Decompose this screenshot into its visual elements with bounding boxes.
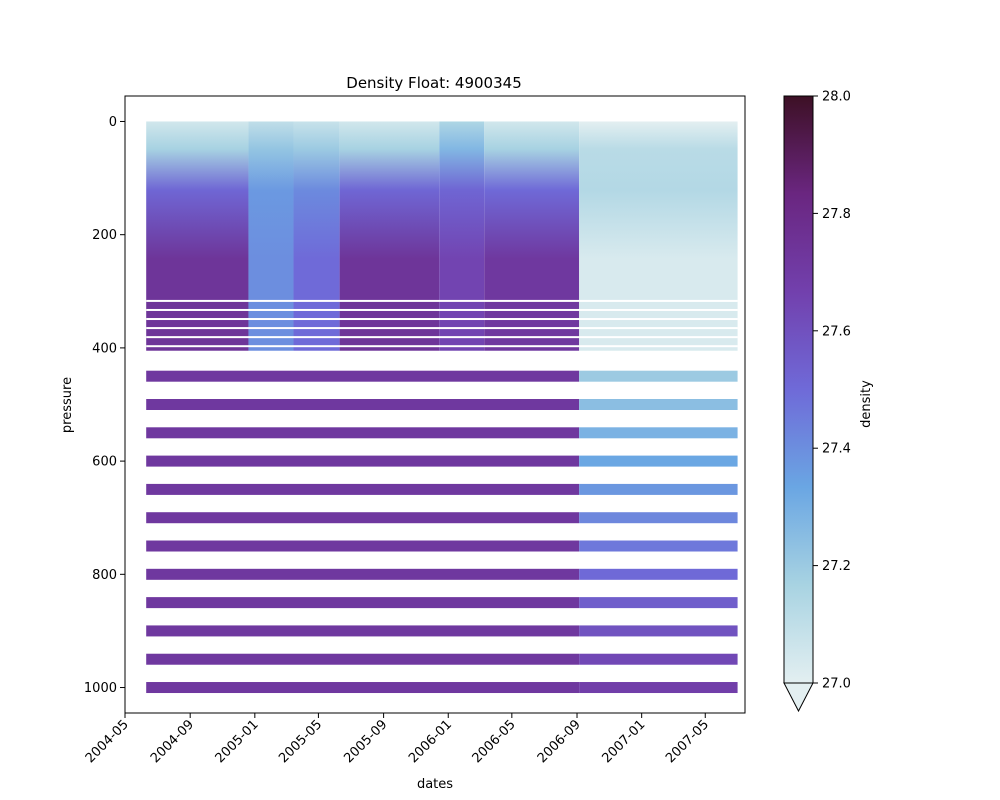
colorbar: 27.0 27.2 27.4 27.6 27.8 28.0	[783, 90, 851, 713]
sample-gap	[146, 336, 738, 339]
colorbar-tick-label: 27.6	[822, 324, 851, 339]
density-segment	[146, 121, 249, 351]
y-axis: 0 200 400 600 800 1000	[84, 115, 125, 696]
colorbar-label: density	[859, 380, 874, 428]
deep-level-band	[579, 597, 738, 609]
deep-level-band	[579, 455, 738, 467]
deep-level-band	[146, 427, 580, 439]
y-tick-label: 800	[92, 568, 117, 583]
density-segment	[293, 121, 340, 351]
deep-level-band	[146, 370, 580, 382]
x-tick-label: 2005-01	[213, 717, 262, 766]
deep-level-band	[146, 540, 580, 552]
colorbar-tick-label: 27.8	[822, 207, 851, 222]
deep-level-band	[146, 483, 580, 495]
y-tick-label: 1000	[84, 681, 117, 696]
plot-frame	[124, 95, 746, 714]
y-tick-label: 0	[109, 115, 117, 130]
colorbar-ramp	[784, 96, 813, 683]
deep-level-band	[579, 512, 738, 524]
deep-level-band	[146, 682, 580, 694]
sample-gap	[146, 308, 738, 311]
colorbar-tick-label: 27.2	[822, 559, 851, 574]
density-segment	[339, 121, 440, 351]
colorbar-frame	[783, 95, 814, 684]
colorbar-tick-label: 27.0	[822, 677, 851, 692]
density-segment	[484, 121, 580, 351]
x-tick-label: 2004-05	[83, 717, 132, 766]
plot-area	[146, 121, 738, 694]
density-segment	[439, 121, 485, 351]
x-tick-label: 2007-05	[663, 717, 712, 766]
x-tick-label: 2006-01	[406, 717, 455, 766]
y-tick-label: 400	[92, 341, 117, 356]
y-axis-label: pressure	[60, 377, 75, 433]
colorbar-extend-triangle	[783, 682, 814, 713]
sample-gap	[146, 318, 738, 321]
deep-level-band	[579, 682, 738, 694]
x-tick-label: 2006-09	[535, 717, 584, 766]
x-tick-label: 2007-01	[599, 717, 648, 766]
deep-level-band	[146, 568, 580, 580]
deep-level-band	[146, 597, 580, 609]
density-segment	[248, 121, 294, 351]
deep-level-band	[579, 370, 738, 382]
deep-level-band	[579, 483, 738, 495]
y-tick-label: 600	[92, 455, 117, 470]
x-axis: 2004-05 2004-09 2005-01 2005-05 2005-09 2006-…	[83, 713, 712, 766]
deep-level-band	[579, 653, 738, 665]
sample-gap	[146, 345, 738, 348]
sample-gap	[146, 299, 738, 302]
x-tick-label: 2006-05	[470, 717, 519, 766]
colorbar-tick-label: 27.4	[822, 442, 851, 457]
deep-level-band	[579, 625, 738, 637]
x-tick-label: 2005-09	[341, 717, 390, 766]
colorbar-ticks: 27.0 27.2 27.4 27.6 27.8 28.0	[813, 90, 851, 692]
colorbar-tick-label: 28.0	[822, 90, 851, 105]
deep-level-band	[579, 540, 738, 552]
deep-level-band	[579, 427, 738, 439]
sample-gap	[146, 327, 738, 330]
y-tick-label: 200	[92, 228, 117, 243]
deep-level-band	[146, 625, 580, 637]
deep-level-band	[579, 399, 738, 410]
chart-title: Density Float: 4900345	[346, 74, 521, 92]
deep-level-band	[146, 455, 580, 467]
deep-level-band	[146, 399, 580, 410]
deep-level-band	[579, 568, 738, 580]
deep-level-band	[146, 512, 580, 524]
deep-level-band	[146, 653, 580, 665]
x-tick-label: 2005-05	[276, 717, 325, 766]
x-axis-label: dates	[417, 777, 453, 792]
x-tick-label: 2004-09	[148, 717, 197, 766]
density-segment	[579, 121, 738, 351]
